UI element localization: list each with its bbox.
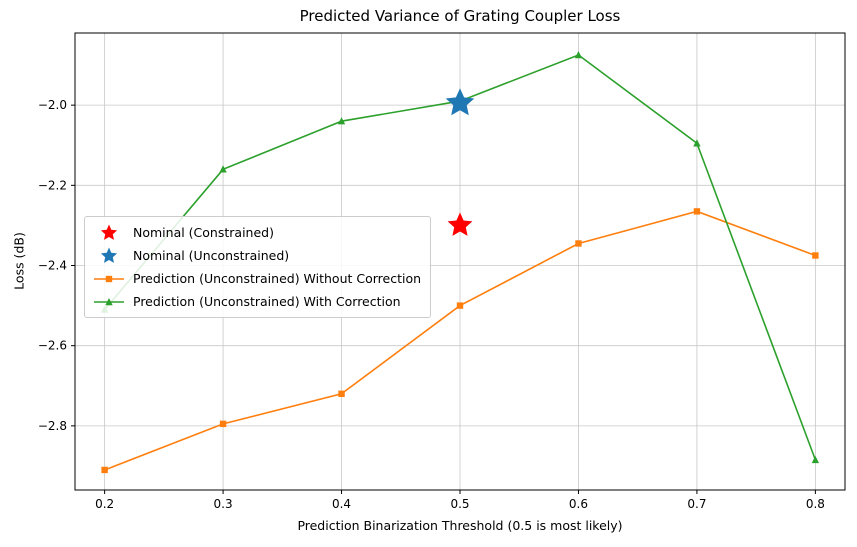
x-tick-label: 0.8 [806,497,825,511]
star-marker-icon [445,88,475,116]
legend-marker-triangle-icon [94,297,124,305]
square-marker-icon [219,420,227,428]
x-tick-label: 0.4 [332,497,351,511]
legend-item: Nominal (Constrained) [92,222,421,243]
square-marker-icon [456,302,464,309]
legend: Nominal (Constrained) Nominal (Unconstrai… [84,216,432,318]
triangle-marker-icon [337,117,346,125]
square-marker-icon [575,240,582,247]
star-marker-icon [100,224,118,240]
legend-marker-star-icon [100,224,118,240]
y-tick-label: −2.4 [38,259,67,273]
triangle-marker-icon [811,455,820,464]
x-tick-label: 0.6 [569,497,588,511]
legend-label: Nominal (Unconstrained) [133,248,290,263]
legend-item: Prediction (Unconstrained) Without Corre… [92,268,421,289]
triangle-marker-icon [219,165,227,173]
star-marker-icon [447,212,473,236]
triangle-marker-icon [574,51,583,59]
legend-item: Nominal (Unconstrained) [92,245,421,266]
y-tick-label: −2.0 [38,98,67,112]
legend-marker-square-icon [94,275,124,282]
x-tick-label: 0.7 [687,497,706,511]
chart-title: Predicted Variance of Grating Coupler Lo… [299,7,621,25]
square-marker-icon [105,275,113,282]
x-tick-label: 0.5 [450,497,469,511]
legend-label: Nominal (Constrained) [133,225,274,240]
legend-item: Prediction (Unconstrained) With Correcti… [92,291,421,312]
y-tick-label: −2.2 [38,178,67,192]
square-marker-icon [338,390,345,397]
legend-marker-star-icon [100,247,118,263]
x-axis-label: Prediction Binarization Threshold (0.5 i… [297,518,623,533]
x-tick-label: 0.2 [95,497,114,511]
y-tick-label: −2.8 [38,419,67,433]
legend-label: Prediction (Unconstrained) Without Corre… [133,271,422,286]
square-marker-icon [693,208,701,215]
triangle-marker-icon [105,297,113,305]
x-tick-label: 0.3 [214,497,233,511]
square-marker-icon [101,466,108,474]
y-tick-label: −2.6 [38,339,67,353]
square-marker-icon [812,252,819,259]
legend-label: Prediction (Unconstrained) With Correcti… [133,294,401,309]
star-marker-icon [100,247,118,263]
triangle-marker-icon [693,139,701,147]
